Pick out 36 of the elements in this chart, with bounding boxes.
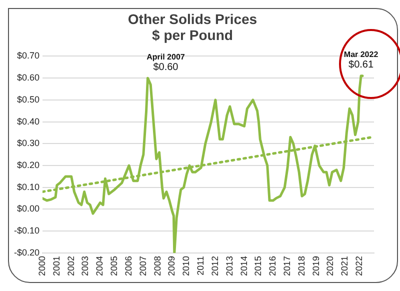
x-tick-label: 2016 xyxy=(268,256,278,276)
y-tick-label: -$0.20 xyxy=(14,247,40,258)
y-tick-label: $0.50 xyxy=(16,94,40,104)
y-tick-label: $0.60 xyxy=(16,72,40,83)
x-tick-label: 2000 xyxy=(37,256,48,276)
x-tick-label: 2003 xyxy=(80,256,90,276)
x-tick-label: 2020 xyxy=(325,256,336,276)
x-tick-label: 2009 xyxy=(166,256,177,276)
y-tick-label: $0.70 xyxy=(16,50,40,61)
chart-title: Other Solids Prices $ per Pound xyxy=(128,10,258,44)
y-tick-label: $0.20 xyxy=(16,160,40,170)
y-tick-label: $0.40 xyxy=(16,116,40,126)
y-tick-label: $0.00 xyxy=(16,204,40,214)
x-tick-label: 2010 xyxy=(181,256,192,276)
x-tick-label: 2019 xyxy=(310,256,321,276)
x-tick-label: 2005 xyxy=(109,256,120,276)
x-tick-label: 2008 xyxy=(152,256,162,276)
x-tick-label: 2015 xyxy=(253,256,264,276)
x-tick-label: 2021 xyxy=(340,256,350,276)
y-tick-label: $0.10 xyxy=(16,182,40,192)
annotation: April 2007 $0.60 xyxy=(146,52,186,73)
y-tick-label: $0.30 xyxy=(16,138,40,148)
x-tick-label: 2004 xyxy=(94,256,105,276)
x-tick-label: 2012 xyxy=(210,256,220,276)
x-tick-label: 2022 xyxy=(354,256,364,276)
x-tick-label: 2017 xyxy=(282,256,292,276)
x-tick-label: 2013 xyxy=(224,256,234,276)
x-tick-label: 2018 xyxy=(296,256,306,276)
x-tick-label: 2006 xyxy=(123,256,134,276)
y-tick-label: -$0.10 xyxy=(14,226,40,236)
annotation: Mar 2022 $0.61 xyxy=(344,50,379,71)
x-tick-label: 2002 xyxy=(66,256,76,276)
x-tick-label: 2007 xyxy=(138,256,148,276)
x-tick-label: 2014 xyxy=(238,256,249,276)
x-tick-label: 2001 xyxy=(51,256,62,276)
x-tick-label: 2011 xyxy=(196,256,206,276)
